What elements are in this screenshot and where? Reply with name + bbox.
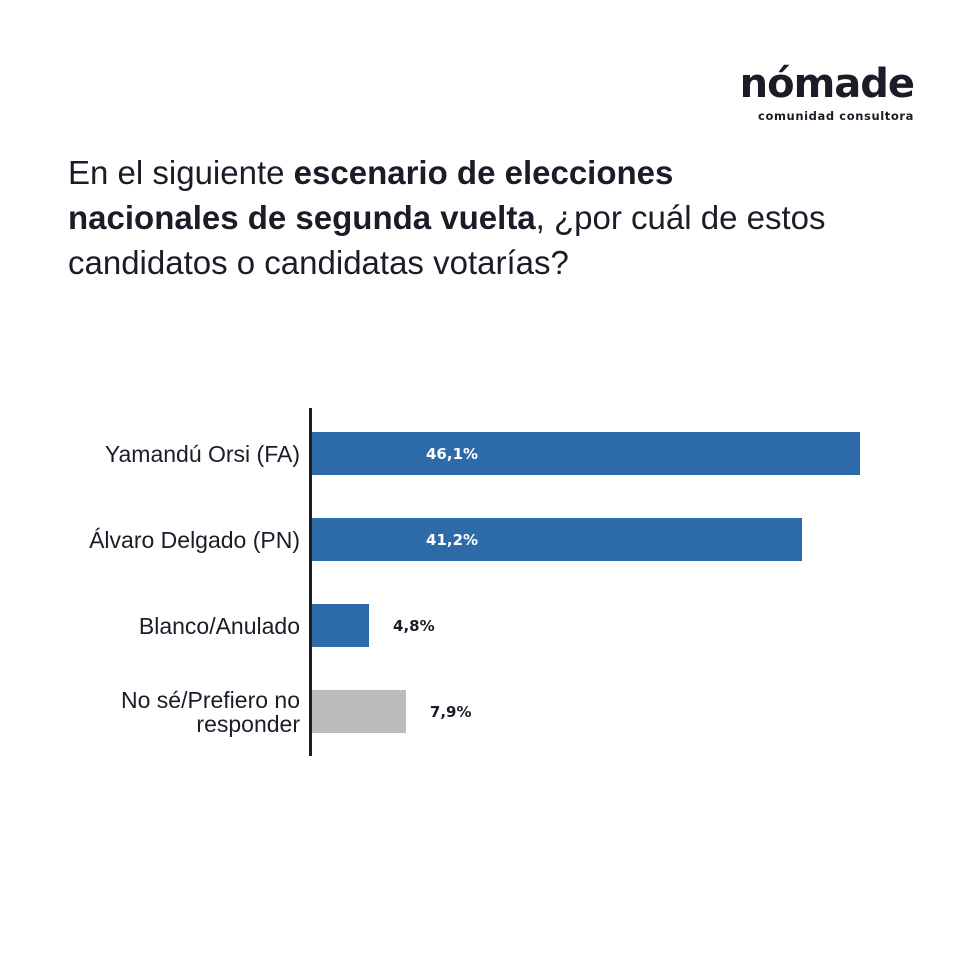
brand-tagline: comunidad consultora [758, 109, 914, 123]
chart-axis-line [309, 408, 312, 756]
survey-question: En el siguiente escenario de elecciones … [68, 150, 828, 285]
bar [312, 432, 860, 475]
value-label: 46,1% [426, 444, 479, 463]
bar [312, 690, 406, 733]
bar [312, 518, 802, 561]
value-label: 4,8% [393, 616, 435, 635]
question-text-start: En el siguiente [68, 154, 294, 191]
question-text-bold: escenario de elecciones nacionales de se… [68, 154, 674, 236]
bar-chart: Yamandú Orsi (FA) 46,1% Álvaro Delgado (PN… [0, 400, 980, 770]
question-text-end: , ¿por cuál de estos candidatos o candid… [68, 199, 826, 281]
category-label: Yamandú Orsi (FA) [104, 440, 300, 467]
brand-logo: nómade comunidad consultora [739, 61, 915, 124]
brand-name: nómade [739, 61, 915, 107]
category-label: Blanco/Anulado [138, 612, 300, 639]
category-label: No sé/Prefiero no responder [121, 686, 300, 737]
category-label: Álvaro Delgado (PN) [89, 526, 300, 553]
value-label: 7,9% [429, 702, 472, 721]
value-label: 41,2% [426, 530, 479, 549]
bar [312, 604, 370, 647]
